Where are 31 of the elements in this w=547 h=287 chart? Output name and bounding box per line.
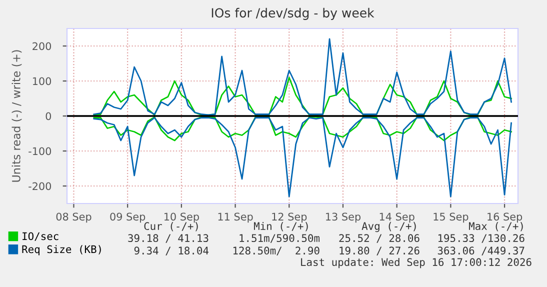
y-tick-label: 100	[32, 77, 52, 86]
legend-label: IO/sec	[22, 232, 58, 241]
x-tick-label: 08 Sep	[56, 212, 92, 223]
y-tick-label: 0	[46, 112, 52, 120]
x-tick-label: 13 Sep	[326, 212, 361, 223]
text: 363.06 /449.37	[438, 246, 524, 256]
x-tick-label: 10 Sep	[164, 212, 199, 223]
text: 195.33 /130.26	[438, 234, 524, 243]
y-tick-label: -100	[28, 147, 52, 156]
text: 9.34 / 18.04	[134, 246, 209, 256]
text: Min (-/+)	[254, 222, 308, 232]
x-tick-label: 15 Sep	[434, 212, 468, 223]
chart-title: IOs for /dev/sdg - by week	[212, 8, 374, 20]
text: Last update: Wed Sep 16 17:00:12 2026	[301, 258, 532, 268]
text: 1.51m/590.50m	[240, 234, 320, 243]
text: 19.80 / 27.26	[340, 246, 420, 256]
text: Max (-/+)	[468, 222, 523, 232]
x-tick-label: 14 Sep	[380, 212, 414, 223]
y-axis-title: Units read (-) / write (+)	[12, 50, 22, 182]
y-tick-label: -200	[28, 182, 52, 190]
text: 25.52 / 28.06	[339, 234, 420, 243]
y-tick-label: 200	[32, 42, 52, 50]
x-tick-label: 09 Sep	[110, 212, 146, 223]
x-tick-label: 12 Sep	[272, 212, 307, 223]
text: 39.18 / 41.13	[128, 234, 208, 243]
text: Avg (-/+)	[362, 222, 416, 232]
x-tick-label: 11 Sep	[218, 212, 253, 223]
text: 128.50m/ 2.90	[233, 246, 320, 256]
legend-label: Req Size (KB)	[22, 245, 101, 256]
text: Cur (-/+)	[144, 222, 198, 232]
x-tick-label: 16 Sep	[488, 212, 522, 223]
